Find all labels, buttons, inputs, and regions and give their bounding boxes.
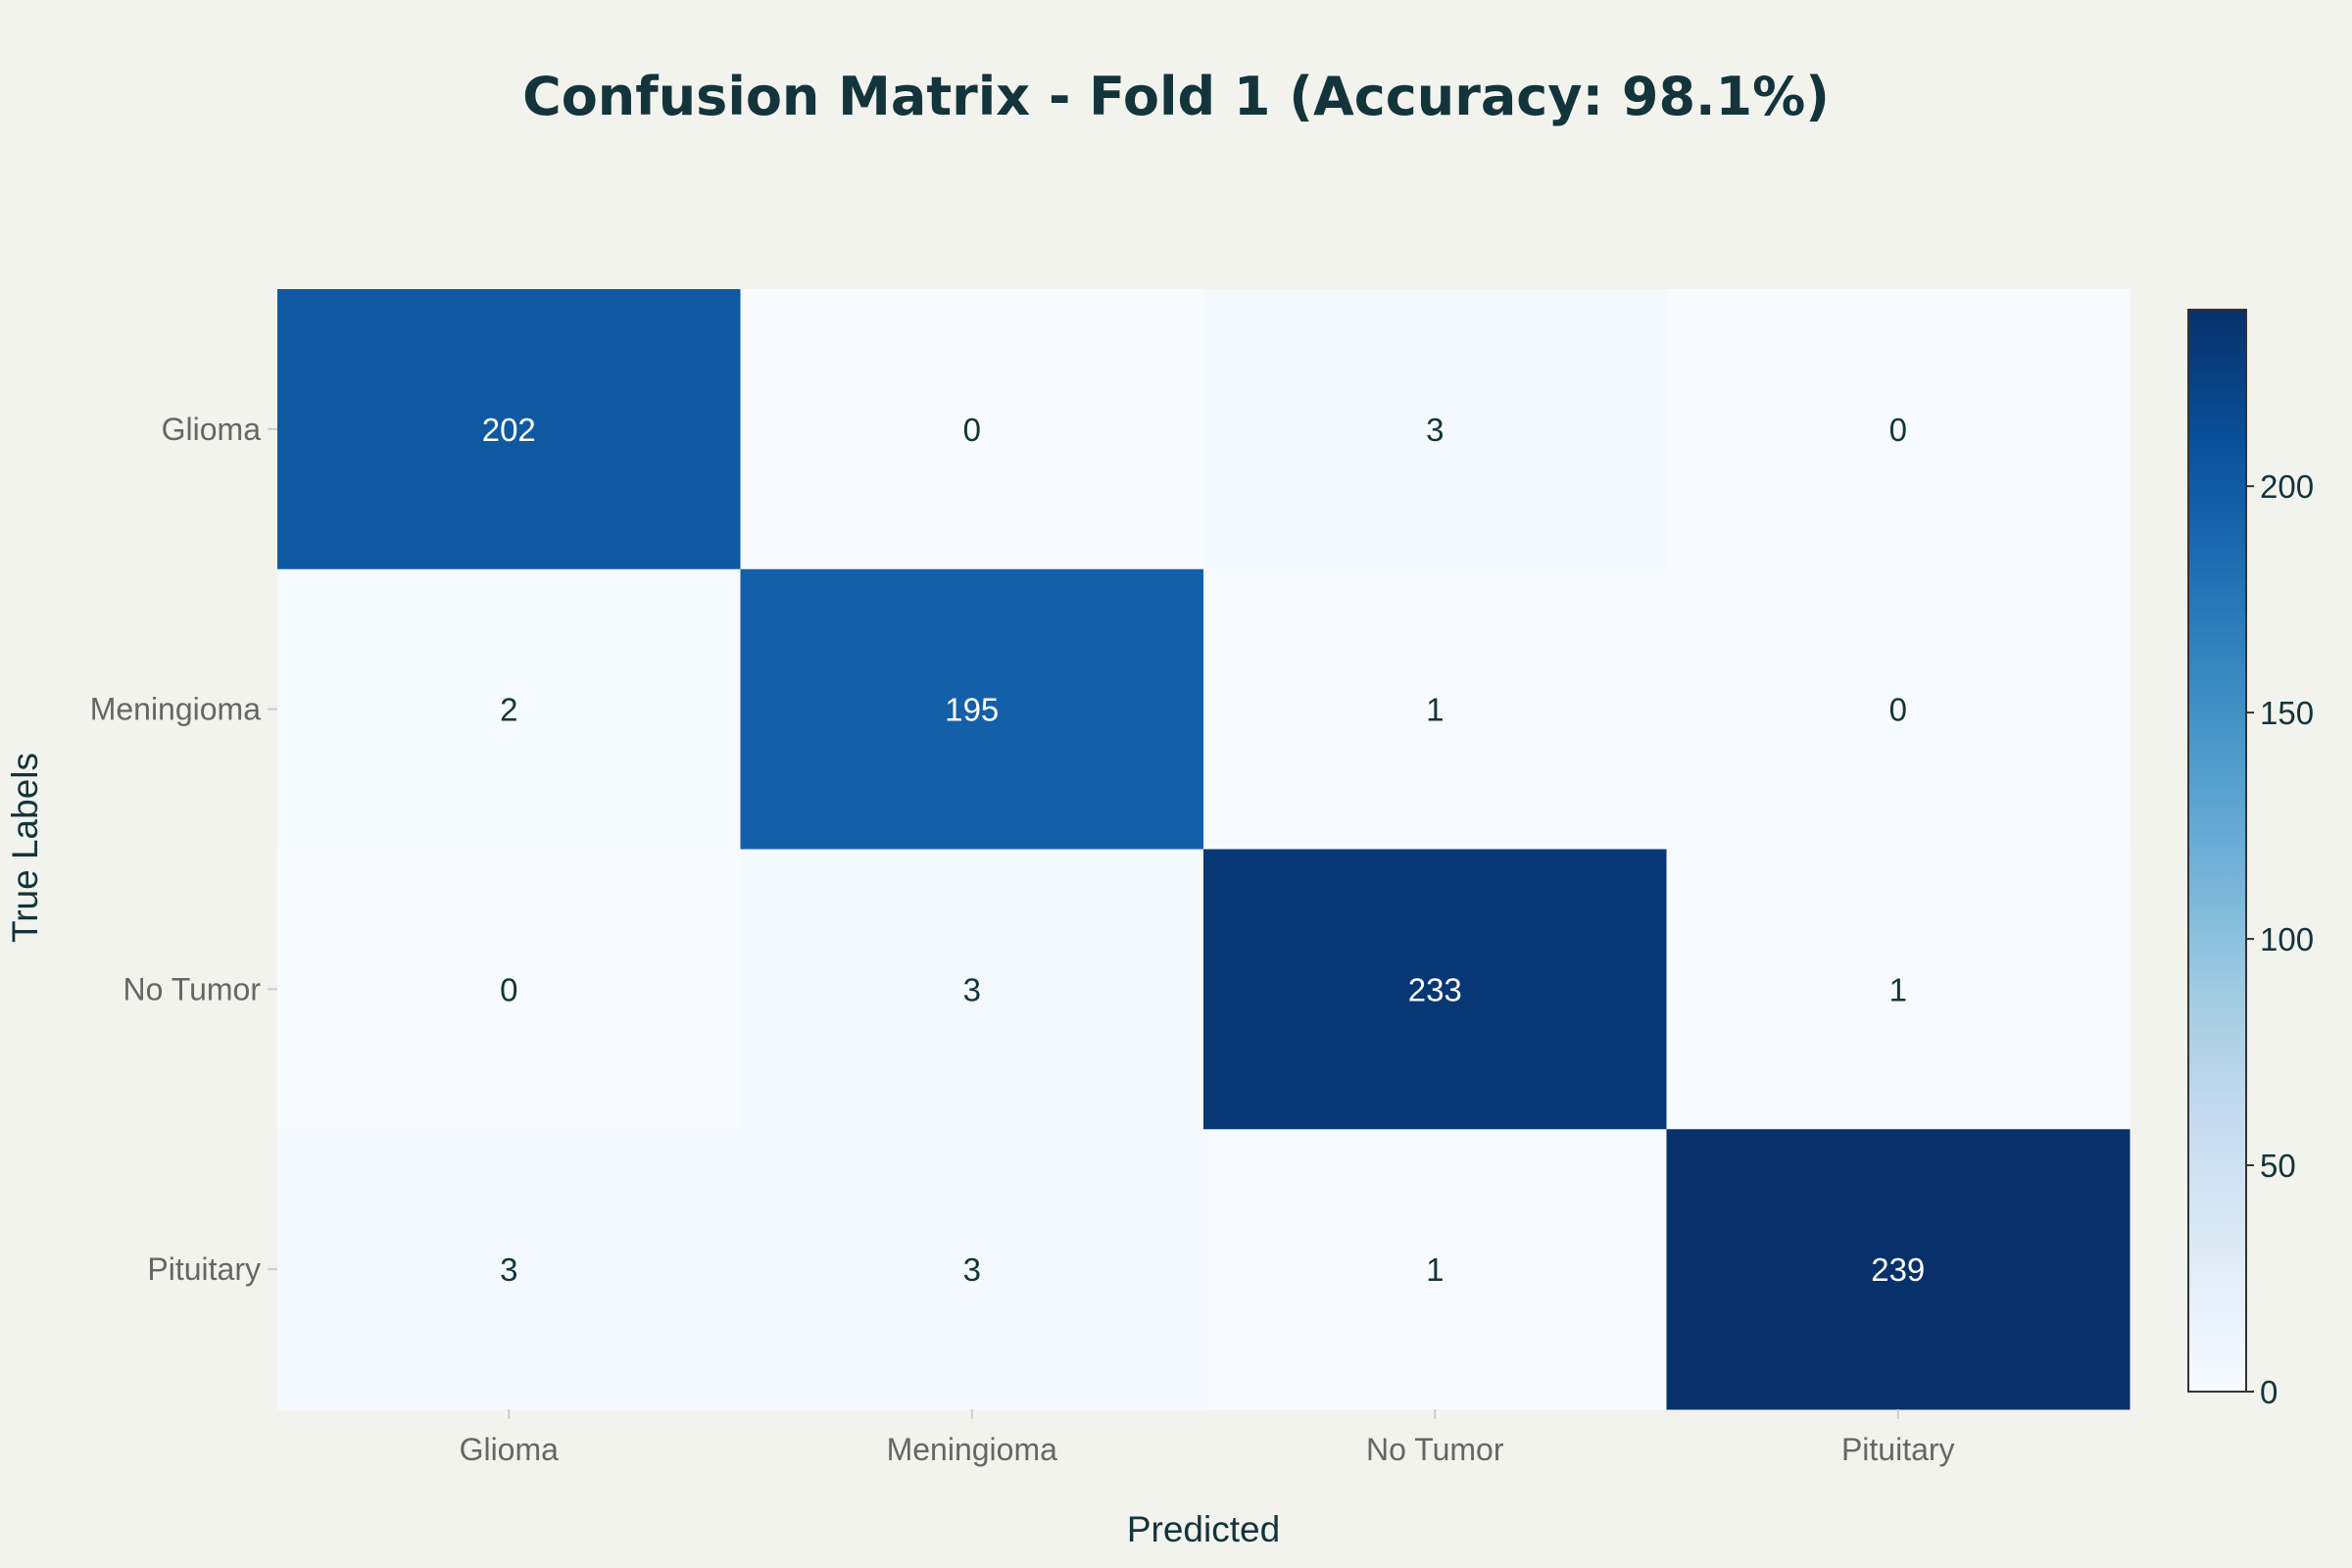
y-tick-label-no-tumor: No Tumor bbox=[123, 971, 262, 1006]
cell-value-label: 1 bbox=[1426, 692, 1444, 728]
cell-value-label: 239 bbox=[1871, 1251, 1925, 1288]
cell-value-label: 195 bbox=[945, 692, 999, 728]
cell-value-label: 3 bbox=[500, 1251, 517, 1288]
cell-value-label: 0 bbox=[963, 412, 981, 448]
heatmap-cell-meningioma-pituitary bbox=[1666, 568, 2131, 850]
cell-value-label: 0 bbox=[1889, 692, 1907, 728]
x-axis-title: Predicted bbox=[1127, 1509, 1280, 1549]
colorbar: 0 50 100 150 200 bbox=[2187, 309, 2314, 1410]
cell-value-label: 1 bbox=[1889, 971, 1907, 1007]
chart-title: Confusion Matrix - Fold 1 (Accuracy: 98.… bbox=[522, 66, 1830, 127]
cell-value-label: 2 bbox=[500, 692, 517, 728]
heatmap-cell-pituitary-meningioma bbox=[740, 1129, 1204, 1410]
colorbar-tick-label: 50 bbox=[2260, 1148, 2296, 1184]
heatmap-cell-glioma-no-tumor bbox=[1203, 289, 1667, 570]
colorbar-ticks: 0 50 100 150 200 bbox=[2246, 468, 2314, 1410]
cell-value-label: 3 bbox=[963, 1251, 981, 1288]
heatmap-cell-meningioma-glioma bbox=[277, 568, 741, 850]
x-tick-label-meningioma: Meningioma bbox=[887, 1432, 1058, 1467]
x-tick-label-glioma: Glioma bbox=[460, 1432, 560, 1467]
cell-value-label: 233 bbox=[1408, 971, 1462, 1007]
heatmap-cell-labels: 202 0 3 0 2 195 1 0 0 3 233 1 3 3 1 239 bbox=[482, 412, 1926, 1288]
cell-value-label: 3 bbox=[1426, 412, 1444, 448]
x-tick-label-pituitary: Pituitary bbox=[1841, 1432, 1955, 1467]
colorbar-tick-label: 0 bbox=[2260, 1374, 2278, 1410]
heatmap-cell-pituitary-no-tumor bbox=[1203, 1129, 1667, 1410]
x-axis-ticks: Glioma Meningioma No Tumor Pituitary bbox=[460, 1409, 1955, 1467]
cell-value-label: 202 bbox=[482, 412, 536, 448]
x-tick-label-no-tumor: No Tumor bbox=[1366, 1432, 1504, 1467]
heatmap-cell-meningioma-no-tumor bbox=[1203, 568, 1667, 850]
heatmap-cell-no-tumor-no-tumor bbox=[1203, 849, 1667, 1130]
cell-value-label: 3 bbox=[963, 971, 981, 1007]
y-axis-ticks: Glioma Meningioma No Tumor Pituitary bbox=[90, 412, 277, 1287]
colorbar-tick-label: 100 bbox=[2260, 921, 2314, 957]
y-tick-label-meningioma: Meningioma bbox=[90, 692, 262, 727]
heatmap-cell-pituitary-pituitary bbox=[1666, 1129, 2131, 1410]
cell-value-label: 1 bbox=[1426, 1251, 1444, 1288]
y-axis-title: True Labels bbox=[5, 753, 45, 943]
heatmap-cell-meningioma-meningioma bbox=[740, 568, 1204, 850]
heatmap-cell-no-tumor-meningioma bbox=[740, 849, 1204, 1130]
heatmap-cell-glioma-glioma bbox=[277, 289, 741, 570]
y-tick-label-pituitary: Pituitary bbox=[147, 1251, 261, 1287]
colorbar-gradient bbox=[2187, 309, 2247, 1393]
cell-value-label: 0 bbox=[1889, 412, 1907, 448]
heatmap-cell-pituitary-glioma bbox=[277, 1129, 741, 1410]
y-tick-label-glioma: Glioma bbox=[162, 412, 262, 447]
colorbar-tick-label: 200 bbox=[2260, 468, 2314, 505]
heatmap-cell-no-tumor-glioma bbox=[277, 849, 741, 1130]
heatmap-cell-glioma-pituitary bbox=[1666, 289, 2131, 570]
cell-value-label: 0 bbox=[500, 971, 517, 1007]
colorbar-tick-label: 150 bbox=[2260, 695, 2314, 731]
heatmap-cell-no-tumor-pituitary bbox=[1666, 849, 2131, 1130]
heatmap-cells bbox=[277, 289, 2131, 1410]
heatmap-cell-glioma-meningioma bbox=[740, 289, 1204, 570]
